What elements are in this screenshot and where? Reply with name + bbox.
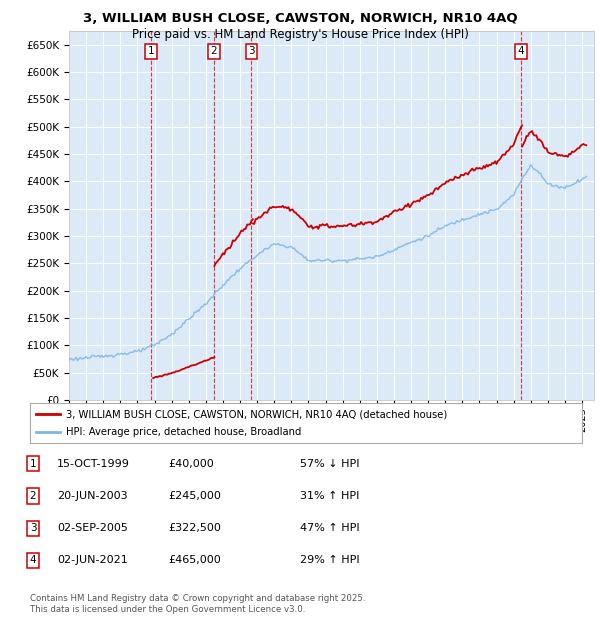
Text: 31% ↑ HPI: 31% ↑ HPI (300, 491, 359, 501)
Text: £245,000: £245,000 (168, 491, 221, 501)
Text: 3, WILLIAM BUSH CLOSE, CAWSTON, NORWICH, NR10 4AQ (detached house): 3, WILLIAM BUSH CLOSE, CAWSTON, NORWICH,… (66, 409, 447, 419)
Text: 4: 4 (517, 46, 524, 56)
Text: £40,000: £40,000 (168, 459, 214, 469)
Text: HPI: Average price, detached house, Broadland: HPI: Average price, detached house, Broa… (66, 427, 301, 437)
Text: 29% ↑ HPI: 29% ↑ HPI (300, 556, 359, 565)
Text: 20-JUN-2003: 20-JUN-2003 (57, 491, 128, 501)
Text: 02-JUN-2021: 02-JUN-2021 (57, 556, 128, 565)
Text: Contains HM Land Registry data © Crown copyright and database right 2025.
This d: Contains HM Land Registry data © Crown c… (30, 595, 365, 614)
Text: 1: 1 (148, 46, 154, 56)
Text: 2: 2 (211, 46, 217, 56)
Text: 47% ↑ HPI: 47% ↑ HPI (300, 523, 359, 533)
Text: 1: 1 (29, 459, 37, 469)
Text: 3: 3 (29, 523, 37, 533)
Text: 15-OCT-1999: 15-OCT-1999 (57, 459, 130, 469)
Text: 57% ↓ HPI: 57% ↓ HPI (300, 459, 359, 469)
Text: 4: 4 (29, 556, 37, 565)
Text: 3, WILLIAM BUSH CLOSE, CAWSTON, NORWICH, NR10 4AQ: 3, WILLIAM BUSH CLOSE, CAWSTON, NORWICH,… (83, 12, 517, 25)
Text: £322,500: £322,500 (168, 523, 221, 533)
Text: Price paid vs. HM Land Registry's House Price Index (HPI): Price paid vs. HM Land Registry's House … (131, 28, 469, 41)
Text: 02-SEP-2005: 02-SEP-2005 (57, 523, 128, 533)
Text: 3: 3 (248, 46, 255, 56)
Text: 2: 2 (29, 491, 37, 501)
Text: £465,000: £465,000 (168, 556, 221, 565)
